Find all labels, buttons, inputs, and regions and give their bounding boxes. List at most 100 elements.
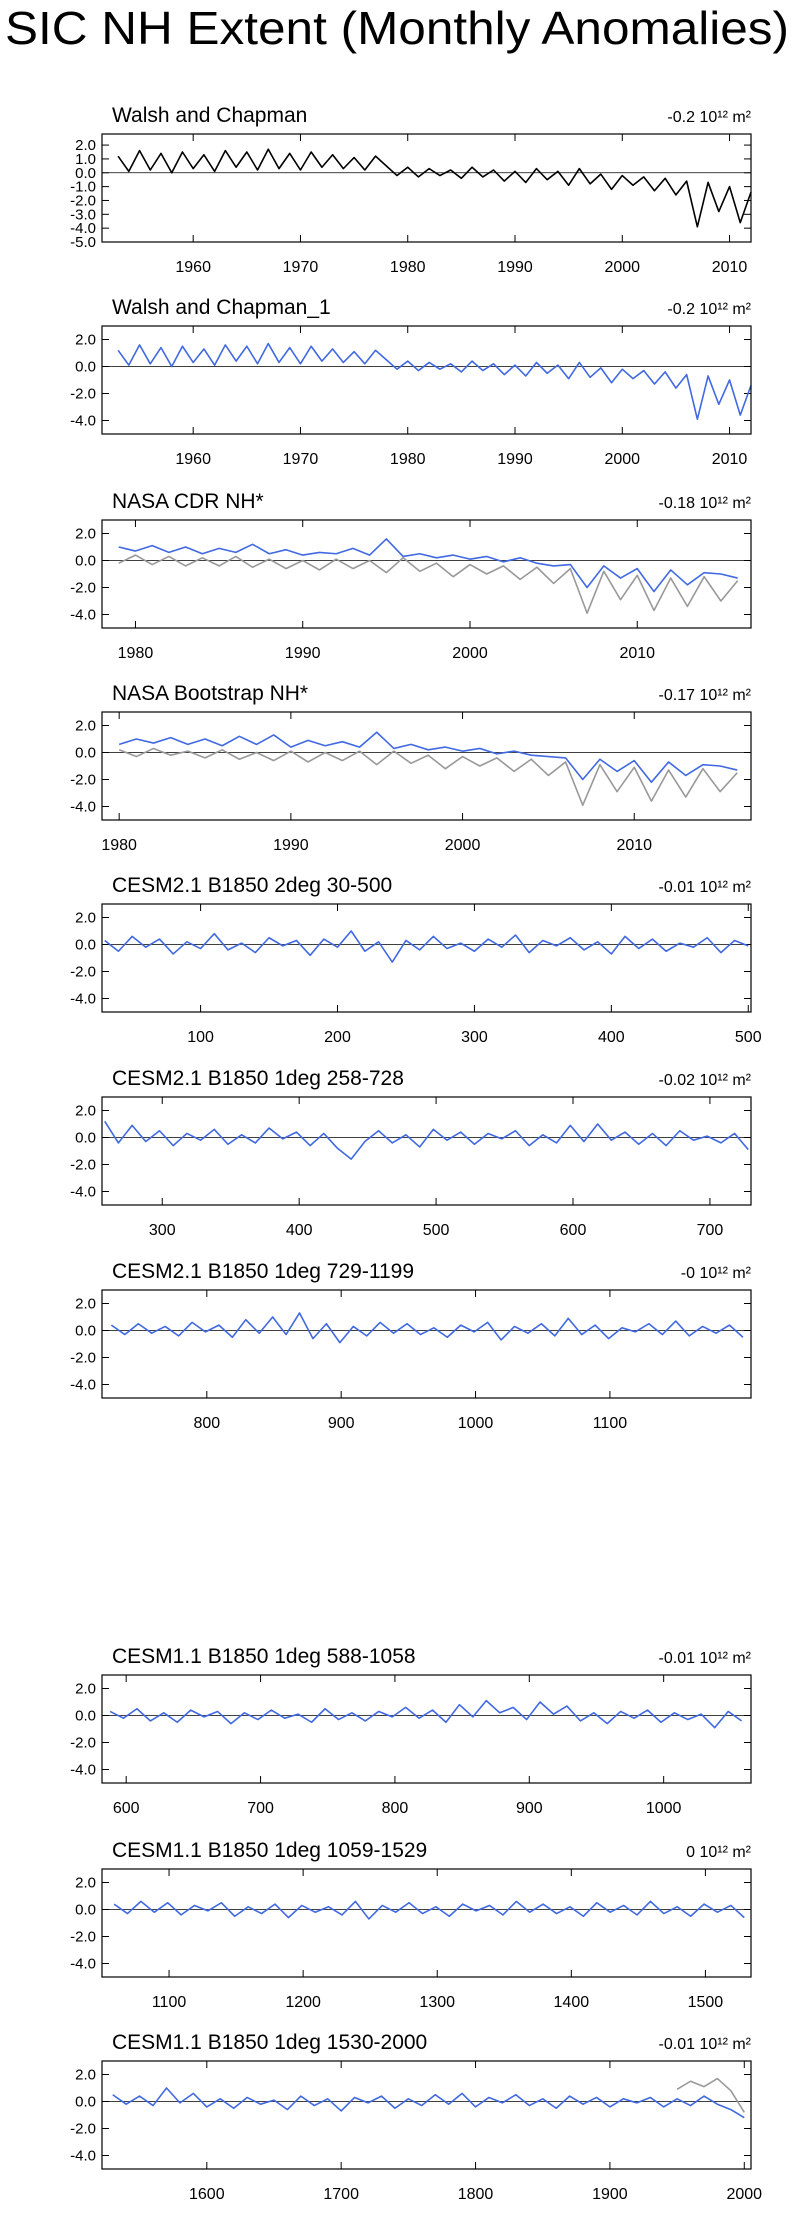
y-tick-label: -4.0 (70, 991, 96, 1008)
y-tick-label: -4.0 (70, 799, 96, 816)
y-tick-label: 2.0 (75, 1875, 96, 1892)
x-tick-label: 900 (328, 1415, 355, 1432)
y-tick-label: -2.0 (70, 1157, 96, 1174)
panel: Walsh and Chapman_1 -0.2 10¹² m² 2.0 0.0 -2.… (70, 296, 752, 468)
series-line (118, 538, 738, 593)
units-annotation: -0.01 10¹² m² (659, 2036, 752, 2053)
panel: Walsh and Chapman -0.2 10¹² m² 2.01.00.0-1… (70, 104, 752, 276)
series-line (118, 731, 738, 783)
plot-frame (101, 1096, 752, 1206)
x-tick-label: 1990 (497, 451, 533, 468)
y-tick-label: -5.0 (70, 234, 96, 251)
x-tick-label: 1100 (593, 1415, 628, 1432)
x-tick-label: 500 (423, 1222, 450, 1239)
panel-title: CESM2.1 B1850 1deg 729-1199 (112, 1260, 414, 1283)
panel-title: Walsh and Chapman_1 (112, 296, 331, 319)
units-annotation: -0.17 10¹² m² (659, 687, 752, 704)
series-line (112, 2087, 745, 2119)
x-tick-label: 500 (735, 1029, 762, 1046)
panel: CESM1.1 B1850 1deg 1059-1529 0 10¹² m² 2.0… (70, 1839, 752, 2011)
panel: CESM2.1 B1850 2deg 30-500 -0.01 10¹² m² 2.… (70, 874, 762, 1046)
y-tick-label: -2.0 (70, 1350, 96, 1367)
x-tick-label: 2000 (604, 451, 640, 468)
series-line (109, 1699, 743, 1729)
panel-title: NASA CDR NH* (112, 490, 264, 513)
x-tick-label: 1990 (285, 645, 321, 662)
series-line (118, 747, 738, 806)
y-tick-label: -4.0 (70, 1762, 96, 1779)
plot-frame (101, 519, 752, 629)
plot-frame (101, 1289, 752, 1399)
y-tick-label: 2.0 (75, 1296, 96, 1313)
y-tick-label: 2.0 (75, 718, 96, 735)
x-tick-label: 1400 (554, 1994, 590, 2011)
plot-frame (101, 711, 752, 821)
y-tick-label: -2.0 (70, 964, 96, 981)
x-tick-label: 700 (697, 1222, 724, 1239)
y-tick-label: 0.0 (75, 2094, 96, 2111)
series-line (104, 1120, 749, 1160)
y-tick-label: -4.0 (70, 1184, 96, 1201)
y-tick-label: 2.0 (75, 2067, 96, 2084)
panel-title: CESM2.1 B1850 1deg 258-728 (112, 1067, 404, 1090)
x-tick-label: 1990 (273, 837, 309, 854)
x-tick-label: 1600 (189, 2186, 225, 2203)
series-line (113, 1900, 745, 1920)
y-tick-label: -1.0 (70, 179, 96, 196)
x-tick-label: 1700 (323, 2186, 359, 2203)
x-tick-label: 1970 (283, 451, 319, 468)
y-tick-label: 0.0 (75, 1323, 96, 1340)
y-tick-label: 0.0 (75, 745, 96, 762)
y-tick-label: -4.0 (70, 607, 96, 624)
x-tick-label: 1960 (175, 259, 211, 276)
x-tick-label: 1980 (118, 645, 154, 662)
x-tick-label: 2010 (616, 837, 652, 854)
plot-frame (101, 903, 752, 1013)
panel: CESM1.1 B1850 1deg 1530-2000 -0.01 10¹² m… (70, 2031, 762, 2203)
x-tick-label: 2010 (712, 451, 748, 468)
y-tick-label: 0.0 (75, 1130, 96, 1147)
x-tick-label: 100 (187, 1029, 214, 1046)
y-tick-label: 2.0 (75, 332, 96, 349)
y-tick-label: 0.0 (75, 553, 96, 570)
x-tick-label: 700 (247, 1800, 274, 1817)
plot-frame (101, 1868, 752, 1978)
series-line (118, 554, 739, 614)
y-tick-label: -2.0 (70, 772, 96, 789)
y-tick-label: -2.0 (70, 580, 96, 597)
x-tick-label: 400 (598, 1029, 625, 1046)
x-tick-label: 1980 (390, 259, 426, 276)
units-annotation: 0 10¹² m² (686, 1844, 752, 1861)
plot-frame (101, 1674, 752, 1784)
x-tick-label: 2010 (712, 259, 748, 276)
x-tick-label: 300 (149, 1222, 176, 1239)
y-tick-label: -2.0 (70, 1929, 96, 1946)
x-tick-label: 1000 (458, 1415, 494, 1432)
units-annotation: -0.2 10¹² m² (667, 109, 751, 126)
y-tick-label: -4.0 (70, 2148, 96, 2165)
series-line (117, 342, 752, 420)
x-tick-label: 800 (193, 1415, 220, 1432)
y-tick-label: -4.0 (70, 220, 96, 237)
x-tick-label: 1900 (592, 2186, 628, 2203)
y-tick-label: 2.0 (75, 137, 96, 154)
x-tick-label: 900 (516, 1800, 543, 1817)
panel-title: CESM1.1 B1850 1deg 1059-1529 (112, 1839, 427, 1862)
panel: NASA CDR NH* -0.18 10¹² m² 2.0 0.0 -2.0 -4.0 1… (70, 490, 752, 662)
y-tick-label: 1.0 (75, 151, 96, 168)
x-tick-label: 600 (113, 1800, 140, 1817)
units-annotation: -0.01 10¹² m² (659, 879, 752, 896)
y-tick-label: -2.0 (70, 192, 96, 209)
x-tick-label: 600 (560, 1222, 587, 1239)
panel-title: CESM1.1 B1850 1deg 1530-2000 (112, 2031, 427, 2054)
y-tick-label: -2.0 (70, 2121, 96, 2138)
x-tick-label: 1970 (283, 259, 319, 276)
panel: CESM2.1 B1850 1deg 729-1199 -0 10¹² m² 2.0… (70, 1260, 752, 1432)
x-tick-label: 2000 (604, 259, 640, 276)
y-tick-label: 2.0 (75, 1681, 96, 1698)
x-tick-label: 800 (382, 1800, 409, 1817)
x-tick-label: 1100 (152, 1994, 187, 2011)
panel: NASA Bootstrap NH* -0.17 10¹² m² 2.0 0.0 -2.… (70, 682, 752, 854)
